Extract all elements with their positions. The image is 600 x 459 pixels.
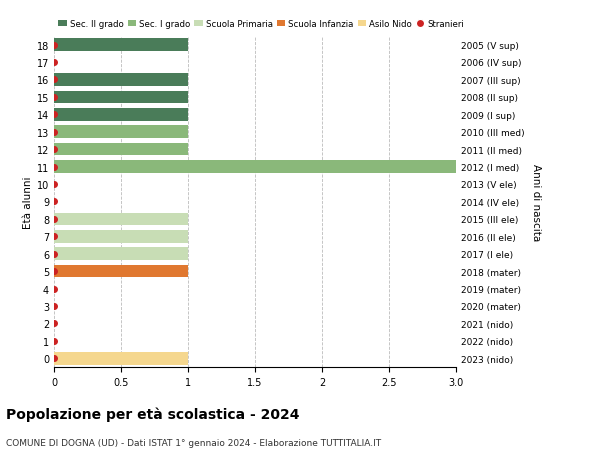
Legend: Sec. II grado, Sec. I grado, Scuola Primaria, Scuola Infanzia, Asilo Nido, Stran: Sec. II grado, Sec. I grado, Scuola Prim… xyxy=(58,20,464,29)
Bar xyxy=(54,352,188,365)
Y-axis label: Anni di nascita: Anni di nascita xyxy=(531,163,541,241)
Text: Popolazione per età scolastica - 2024: Popolazione per età scolastica - 2024 xyxy=(6,406,299,421)
Bar xyxy=(54,213,188,226)
Bar xyxy=(54,126,188,139)
Bar xyxy=(54,265,188,278)
Bar xyxy=(54,144,188,156)
Bar xyxy=(54,109,188,121)
Bar xyxy=(54,230,188,243)
Bar xyxy=(54,74,188,86)
Bar xyxy=(54,39,188,52)
Bar xyxy=(54,91,188,104)
Text: COMUNE DI DOGNA (UD) - Dati ISTAT 1° gennaio 2024 - Elaborazione TUTTITALIA.IT: COMUNE DI DOGNA (UD) - Dati ISTAT 1° gen… xyxy=(6,438,381,448)
Y-axis label: Età alunni: Età alunni xyxy=(23,176,32,228)
Bar xyxy=(54,248,188,260)
Bar xyxy=(54,161,456,174)
